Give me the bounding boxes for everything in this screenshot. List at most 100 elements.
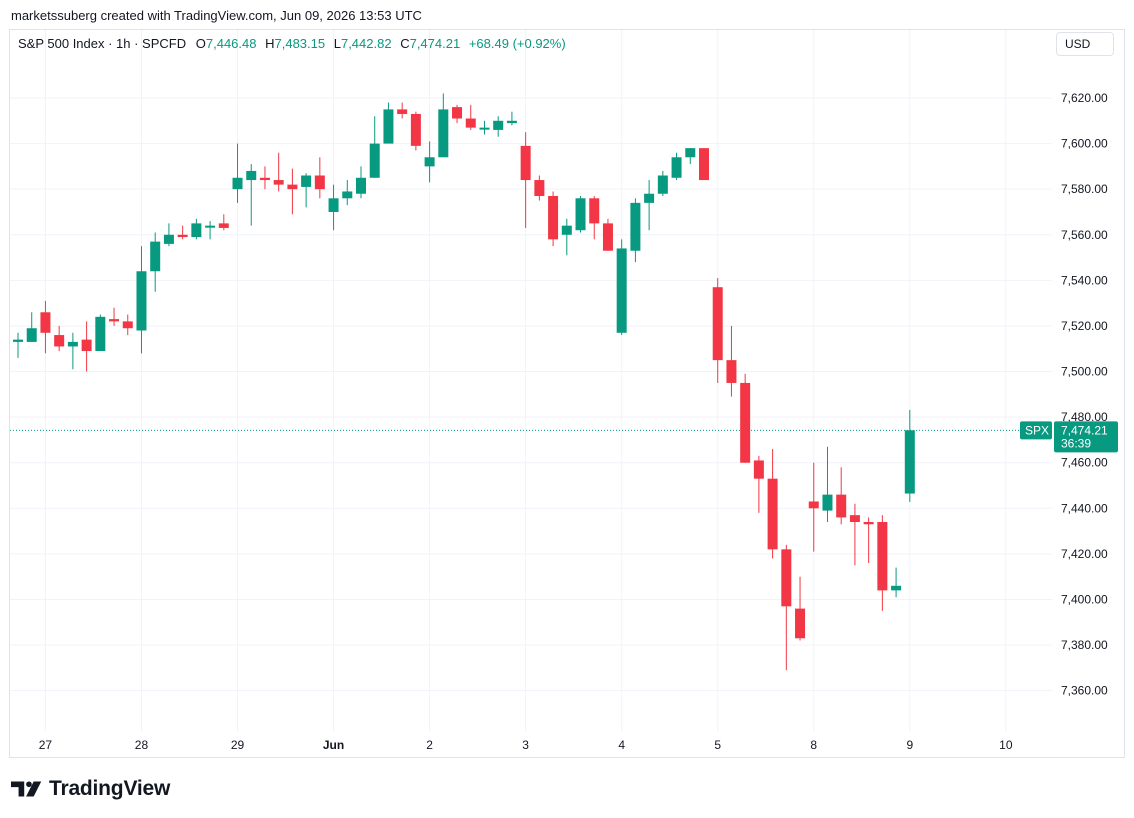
candle-body: [712, 287, 723, 361]
candle-body: [177, 234, 188, 238]
candle-body: [81, 339, 92, 352]
candle[interactable]: [479, 120, 490, 135]
candle[interactable]: [726, 325, 737, 397]
candle[interactable]: [13, 332, 23, 358]
candle[interactable]: [616, 239, 627, 336]
high-value: 7,483.15: [274, 36, 326, 51]
candle[interactable]: [452, 104, 463, 124]
candle[interactable]: [356, 166, 366, 199]
candle[interactable]: [54, 325, 65, 352]
candle[interactable]: [877, 515, 888, 611]
candle[interactable]: [232, 143, 243, 203]
candle[interactable]: [259, 166, 270, 190]
candle[interactable]: [506, 111, 517, 126]
candle[interactable]: [369, 116, 380, 178]
candle[interactable]: [561, 218, 572, 256]
candle[interactable]: [150, 232, 161, 292]
symbol-title[interactable]: S&P 500 Index · 1h · SPCFD: [18, 36, 187, 51]
candle[interactable]: [575, 196, 586, 233]
candle[interactable]: [520, 132, 531, 228]
candle[interactable]: [163, 223, 174, 247]
candle[interactable]: [383, 102, 394, 144]
candle[interactable]: [342, 180, 353, 206]
candle[interactable]: [548, 191, 559, 247]
candle[interactable]: [177, 225, 188, 240]
tradingview-logo-icon: [11, 781, 42, 797]
candle[interactable]: [438, 93, 449, 158]
candle[interactable]: [685, 148, 696, 165]
candle-body: [356, 177, 366, 194]
tradingview-brand[interactable]: TradingView: [11, 776, 170, 802]
candle-body: [548, 196, 559, 240]
candle[interactable]: [863, 517, 874, 564]
candle-body: [246, 170, 257, 181]
candle[interactable]: [410, 111, 421, 151]
candle[interactable]: [836, 467, 847, 525]
candle-body: [479, 127, 490, 130]
candle[interactable]: [465, 104, 476, 130]
candle[interactable]: [671, 152, 682, 181]
candle[interactable]: [328, 184, 339, 231]
candle[interactable]: [849, 503, 860, 566]
low-value: 7,442.82: [340, 36, 392, 51]
candle[interactable]: [40, 300, 51, 354]
candle[interactable]: [301, 173, 312, 208]
candle[interactable]: [644, 180, 655, 231]
candle[interactable]: [493, 116, 504, 137]
candle[interactable]: [95, 314, 106, 352]
candle[interactable]: [81, 321, 92, 372]
candle[interactable]: [122, 314, 133, 336]
candle-body: [40, 312, 51, 333]
candle[interactable]: [753, 455, 764, 513]
candle[interactable]: [424, 141, 435, 183]
candle[interactable]: [589, 196, 600, 240]
candle[interactable]: [740, 373, 751, 463]
candle[interactable]: [904, 409, 915, 502]
candle[interactable]: [795, 576, 806, 641]
candle-body: [493, 120, 504, 130]
candle-body: [287, 184, 298, 190]
candle[interactable]: [699, 148, 709, 181]
candle-body: [644, 193, 655, 203]
candle[interactable]: [712, 278, 723, 383]
candle[interactable]: [109, 307, 120, 326]
candle-body: [891, 585, 902, 591]
candle[interactable]: [602, 218, 613, 251]
candle[interactable]: [808, 462, 819, 552]
candle[interactable]: [767, 449, 778, 559]
candle[interactable]: [26, 312, 37, 342]
candle-body: [383, 109, 394, 144]
candle[interactable]: [218, 214, 229, 231]
ticker-box: [1020, 421, 1052, 440]
candle-body: [767, 478, 778, 550]
candle[interactable]: [273, 152, 284, 192]
candle[interactable]: [67, 332, 78, 370]
currency-button[interactable]: USD: [1056, 32, 1114, 56]
candle[interactable]: [630, 198, 641, 263]
candle[interactable]: [822, 446, 833, 522]
candle[interactable]: [891, 567, 902, 598]
candle-body: [191, 223, 202, 238]
candle-body: [232, 177, 243, 190]
candle-body: [136, 271, 147, 331]
candle[interactable]: [397, 102, 408, 119]
candles: [13, 93, 915, 671]
y-tick-label: 7,600.00: [1061, 137, 1108, 151]
candle[interactable]: [136, 246, 147, 354]
candle[interactable]: [191, 218, 202, 240]
y-tick-label: 7,480.00: [1061, 410, 1108, 424]
candle[interactable]: [534, 175, 545, 201]
candle[interactable]: [781, 544, 792, 671]
candle-body: [13, 339, 23, 342]
candle[interactable]: [314, 157, 325, 199]
candle[interactable]: [205, 221, 216, 240]
candle-body: [795, 608, 806, 639]
price-label: 7,474.21: [1061, 423, 1108, 437]
chart-credit: marketssuberg created with TradingView.c…: [11, 8, 422, 23]
candle[interactable]: [657, 170, 668, 197]
close-value: 7,474.21: [409, 36, 461, 51]
candle[interactable]: [287, 168, 298, 215]
candle[interactable]: [246, 164, 257, 226]
x-tick-label: 27: [39, 738, 53, 752]
